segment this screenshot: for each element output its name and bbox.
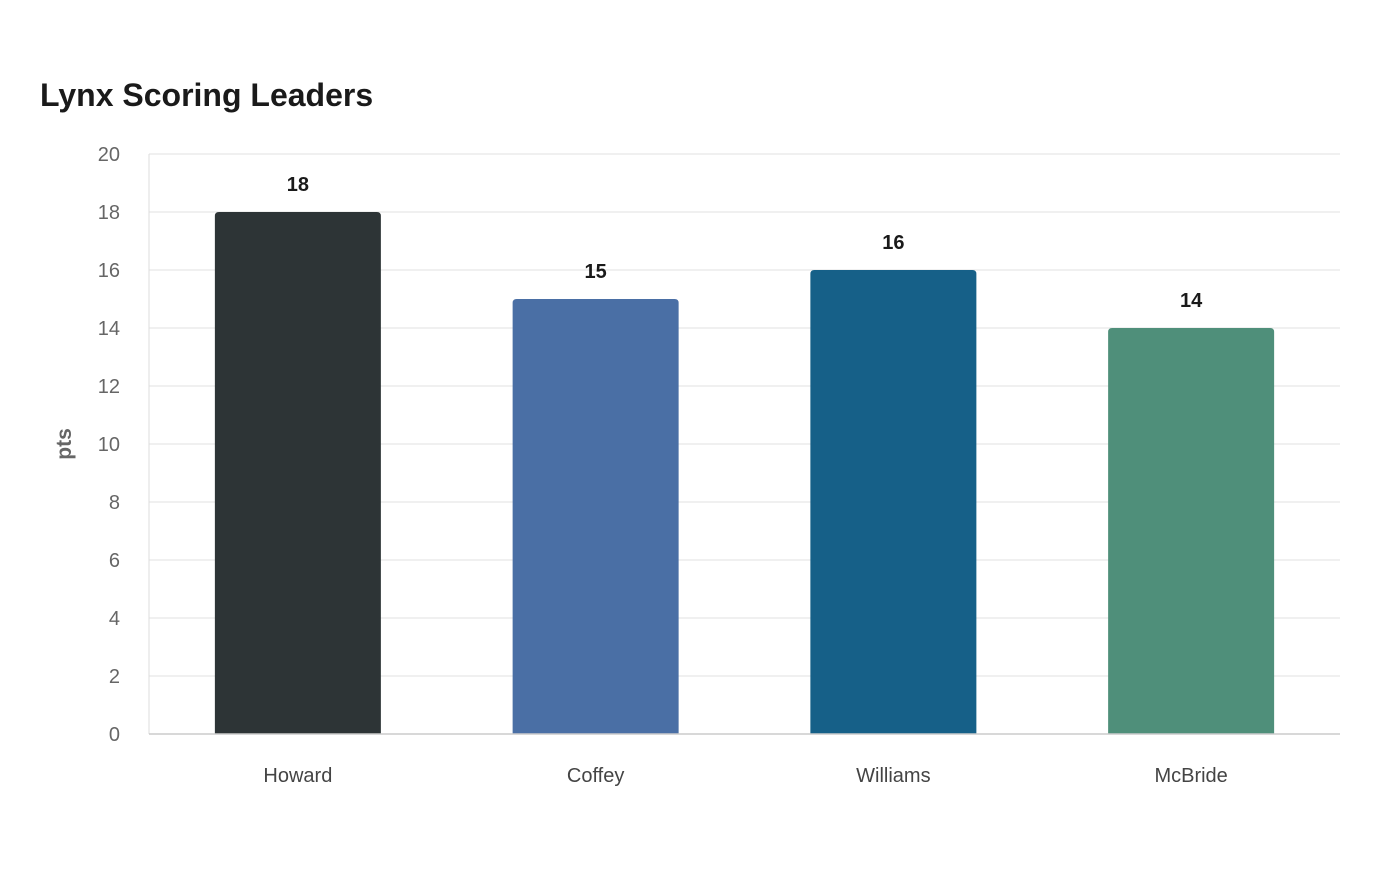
y-tick-label: 2 — [109, 666, 120, 688]
bar-howard — [214, 212, 381, 734]
y-tick-label: 6 — [109, 550, 120, 572]
y-tick-label: 10 — [98, 434, 120, 456]
y-axis-ticks: 0 2 4 6 8 10 12 14 16 18 20 — [98, 144, 120, 746]
data-labels: 18 15 16 14 — [287, 174, 1203, 312]
chart-title: Lynx Scoring Leaders — [40, 77, 374, 113]
y-tick-label: 4 — [109, 608, 120, 630]
y-tick-label: 16 — [98, 260, 120, 282]
x-tick-label: McBride — [1154, 765, 1227, 787]
y-tick-label: 12 — [98, 376, 120, 398]
y-tick-label: 0 — [109, 724, 120, 746]
x-tick-label: Howard — [263, 765, 332, 787]
y-axis-title: pts — [53, 428, 76, 460]
bar-williams — [810, 270, 977, 734]
data-label: 16 — [882, 232, 904, 254]
y-tick-label: 18 — [98, 202, 120, 224]
y-tick-label: 8 — [109, 492, 120, 514]
bar-mcbride — [1108, 328, 1275, 734]
data-label: 18 — [287, 174, 309, 196]
bar-coffey — [512, 299, 679, 734]
y-tick-label: 20 — [98, 144, 120, 166]
x-tick-label: Coffey — [567, 765, 624, 787]
data-label: 15 — [585, 261, 607, 283]
x-tick-label: Williams — [856, 765, 930, 787]
data-label: 14 — [1180, 290, 1203, 312]
x-axis-ticks: Howard Coffey Williams McBride — [263, 765, 1227, 787]
bars — [214, 212, 1275, 734]
y-tick-label: 14 — [98, 318, 120, 340]
